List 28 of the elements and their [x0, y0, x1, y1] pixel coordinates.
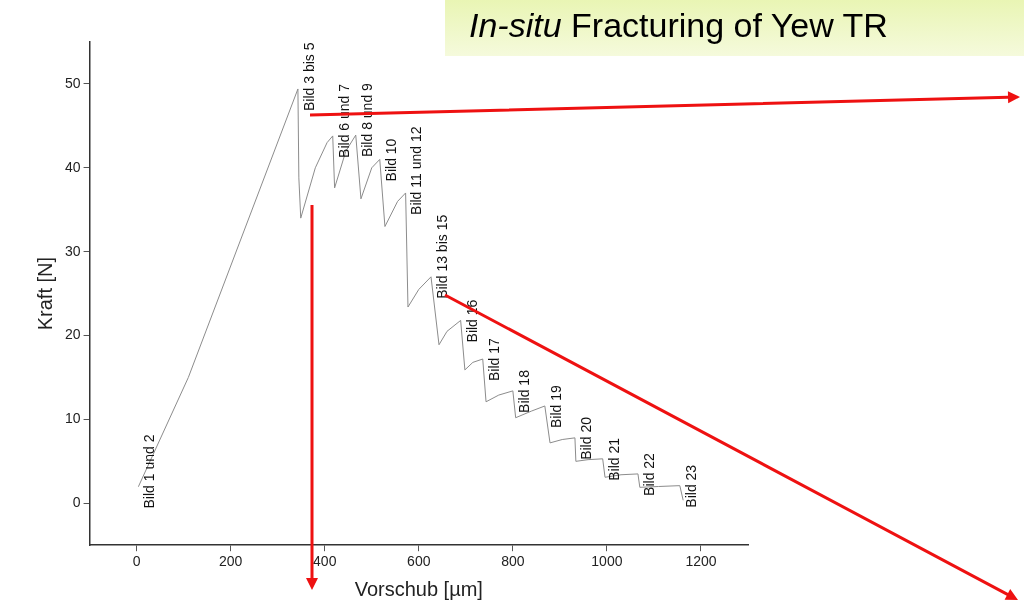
annotation: Bild 22: [640, 452, 657, 496]
x-tick-label: 1000: [591, 553, 623, 570]
x-tick-label: 200: [218, 553, 243, 570]
annotation: Bild 17: [485, 338, 502, 382]
y-axis-title: Kraft [N]: [33, 256, 56, 331]
annotation: Bild 21: [605, 437, 622, 481]
chart-title: In-situ Fracturing of Yew TR: [469, 5, 888, 46]
y-tick-label: 20: [64, 326, 81, 343]
x-tick-label: 400: [313, 553, 337, 570]
annotation: Bild 20: [577, 416, 594, 460]
y-tick-label: 40: [64, 158, 81, 175]
annotation: Bild 18: [515, 369, 532, 413]
x-tick-label: 1200: [685, 553, 717, 570]
x-tick-label: 600: [407, 553, 431, 570]
x-axis-title: Vorschub [µm]: [354, 577, 483, 600]
annotation: Bild 10: [382, 138, 399, 182]
y-tick-label: 10: [64, 410, 81, 427]
annotation: Bild 19: [547, 384, 564, 428]
annotation: Bild 23: [682, 464, 699, 508]
y-tick-label: 30: [64, 242, 81, 259]
annotation: Bild 1 und 2: [141, 434, 158, 509]
x-tick-label: 0: [132, 553, 141, 570]
annotation: Bild 13 bis 15: [433, 214, 450, 299]
annotation: Bild 3 bis 5: [300, 42, 317, 111]
y-tick-label: 50: [64, 74, 81, 91]
annotation: Bild 11 und 12: [408, 126, 425, 215]
y-tick-label: 0: [72, 494, 81, 511]
x-tick-label: 800: [501, 553, 525, 570]
